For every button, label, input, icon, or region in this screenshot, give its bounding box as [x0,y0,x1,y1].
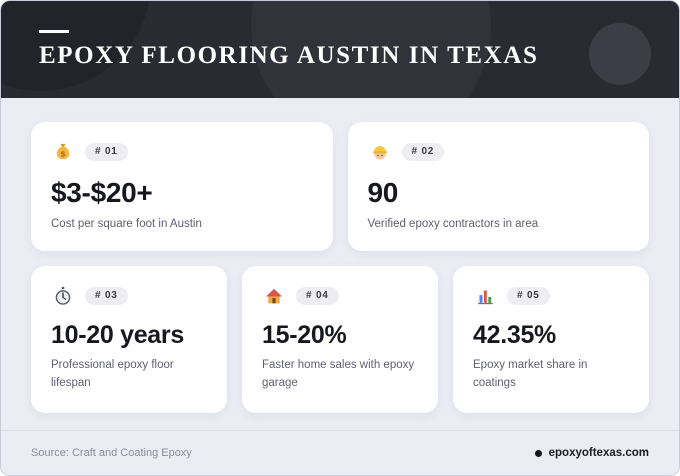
page-title: EPOXY FLOORING AUSTIN IN TEXAS [39,41,539,69]
card-header: # 05 [473,284,629,308]
rank-badge: # 05 [507,287,550,306]
rank-badge: # 04 [296,287,339,306]
rank-badge: # 03 [85,287,128,306]
stat-card-contractors: # 02 90 Verified epoxy contractors in ar… [347,122,649,252]
rank-badge: # 02 [401,143,445,161]
decor-circle-right [589,23,651,85]
card-header: $ # 01 [51,140,313,164]
stat-card-market-share: # 05 42.35% Epoxy market share in coatin… [453,266,649,414]
stat-label: Professional epoxy floor lifespan [51,359,174,389]
stat-label: Faster home sales with epoxy garage [262,359,415,389]
card-header: # 02 [368,140,630,164]
stat-label: Verified epoxy contractors in area [367,218,539,230]
construction-worker-icon [368,140,392,164]
source-text: Source: Craft and Coating Epoxy [31,447,192,459]
footer: Source: Craft and Coating Epoxy epoxyoft… [1,430,679,475]
stat-value: 15-20% [262,321,347,350]
bar-chart-icon [473,284,497,308]
stats-grid: $ # 01 $3-$20+ Cost per square foot in A… [1,98,679,430]
stat-value: $3-$20+ [51,177,153,208]
stats-row-top: $ # 01 $3-$20+ Cost per square foot in A… [31,122,649,252]
header: EPOXY FLOORING AUSTIN IN TEXAS [1,1,679,98]
stat-card-home-sales: # 04 15-20% Faster home sales with epoxy… [242,266,438,414]
stat-card-lifespan: # 03 10-20 years Professional epoxy floo… [31,266,227,414]
stat-value: 90 [367,177,399,208]
website-credit: epoxyoftexas.com [534,447,649,459]
decor-circle-large [251,1,491,98]
title-accent-bar [39,29,69,33]
rank-badge: # 01 [85,143,128,161]
stopwatch-icon [51,284,75,308]
svg-text:$: $ [60,149,66,159]
house-icon [262,284,286,308]
bullet-dot-icon [534,449,542,457]
stat-label: Epoxy market share in coatings [473,359,588,389]
stat-card-cost: $ # 01 $3-$20+ Cost per square foot in A… [31,122,333,252]
stat-value: 10-20 years [51,321,184,350]
stat-value: 42.35% [473,321,556,350]
stats-row-bottom: # 03 10-20 years Professional epoxy floo… [31,266,649,414]
card-header: # 04 [262,284,418,308]
stat-label: Cost per square foot in Austin [51,218,202,230]
card-header: # 03 [51,284,207,308]
website-text: epoxyoftexas.com [548,447,649,459]
money-bag-icon: $ [51,140,75,164]
